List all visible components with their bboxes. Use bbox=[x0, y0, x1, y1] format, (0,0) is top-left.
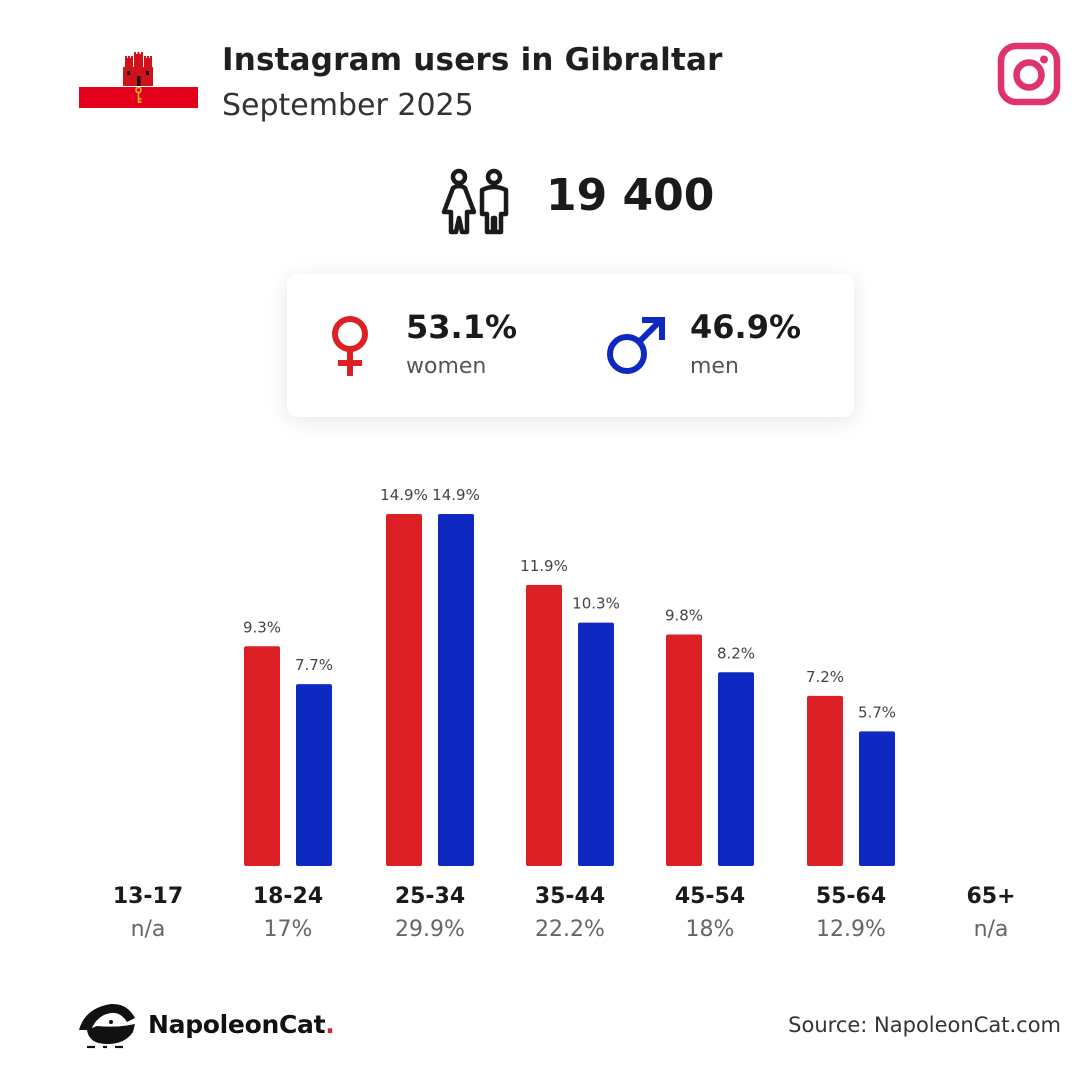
bar-value-label: 9.3% bbox=[243, 618, 281, 636]
female-symbol-icon bbox=[332, 316, 368, 376]
total-users: 19 400 bbox=[546, 170, 715, 221]
age-group-label: 35-44 bbox=[534, 884, 606, 909]
chart-title: Instagram users in Gibraltar bbox=[222, 42, 723, 78]
age-group-label: 65+ bbox=[966, 884, 1016, 909]
age-group-total: 18% bbox=[685, 917, 735, 942]
male-symbol-icon bbox=[607, 317, 665, 374]
age-group-total: 22.2% bbox=[535, 917, 605, 942]
women-label: women bbox=[406, 354, 487, 379]
bar-value-label: 7.2% bbox=[806, 668, 844, 686]
bar-value-label: 7.7% bbox=[295, 656, 333, 674]
bar-value-label: 14.9% bbox=[380, 486, 428, 504]
bar-men-25-34 bbox=[438, 514, 474, 866]
bar-women-18-24 bbox=[244, 646, 280, 866]
women-percentage: 53.1% bbox=[406, 308, 518, 346]
brand-name: NapoleonCat. bbox=[148, 1010, 335, 1039]
chart-subtitle: September 2025 bbox=[222, 88, 474, 123]
bar-women-45-54 bbox=[666, 634, 702, 866]
age-group-total: 17% bbox=[263, 917, 313, 942]
bar-value-label: 14.9% bbox=[432, 486, 480, 504]
bar-men-55-64 bbox=[859, 731, 895, 866]
age-group-label: 13-17 bbox=[112, 884, 184, 909]
instagram-icon bbox=[997, 42, 1061, 106]
bar-value-label: 8.2% bbox=[717, 644, 755, 662]
people-icon bbox=[441, 168, 509, 235]
age-group-total: 29.9% bbox=[395, 917, 465, 942]
age-group-label: 18-24 bbox=[252, 884, 324, 909]
men-label: men bbox=[690, 354, 739, 379]
age-group-total: 12.9% bbox=[816, 917, 886, 942]
bar-women-35-44 bbox=[526, 584, 562, 866]
gender-split-card: 53.1% women 46.9% men bbox=[287, 274, 854, 417]
bar-value-label: 10.3% bbox=[572, 595, 620, 613]
bar-men-18-24 bbox=[296, 684, 332, 866]
bar-value-label: 11.9% bbox=[520, 557, 568, 575]
bar-value-label: 5.7% bbox=[858, 703, 896, 721]
bar-women-25-34 bbox=[386, 514, 422, 866]
bar-women-55-64 bbox=[807, 695, 843, 866]
bar-value-label: 9.8% bbox=[665, 606, 703, 624]
age-group-label: 45-54 bbox=[674, 884, 746, 909]
bar-men-45-54 bbox=[718, 672, 754, 866]
age-group-label: 55-64 bbox=[815, 884, 887, 909]
bar-men-35-44 bbox=[578, 622, 614, 866]
napoleoncat-logo bbox=[79, 1003, 135, 1049]
men-percentage: 46.9% bbox=[690, 308, 802, 346]
gibraltar-flag bbox=[79, 46, 198, 108]
age-gender-bar-chart: 9.3% 7.7% 14.9% 14.9% 11.9% 10.3% 9.8% 8.2% 7.2%… bbox=[243, 486, 896, 866]
age-group-total: n/a bbox=[130, 917, 166, 942]
age-group-total: n/a bbox=[973, 917, 1009, 942]
age-group-label: 25-34 bbox=[394, 884, 466, 909]
source-text: Source: NapoleonCat.com bbox=[788, 1013, 1061, 1037]
